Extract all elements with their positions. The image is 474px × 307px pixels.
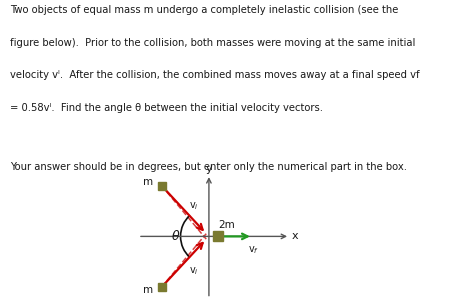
Text: Your answer should be in degrees, but enter only the numerical part in the box.: Your answer should be in degrees, but en… [10, 162, 408, 172]
Text: x: x [292, 231, 298, 241]
Text: m: m [144, 177, 154, 187]
Text: v$_i$: v$_i$ [189, 265, 199, 277]
Text: Two objects of equal mass m undergo a completely inelastic collision (see the: Two objects of equal mass m undergo a co… [10, 5, 399, 15]
Text: figure below).  Prior to the collision, both masses were moving at the same init: figure below). Prior to the collision, b… [10, 38, 416, 48]
Text: 2m: 2m [219, 220, 235, 230]
Text: velocity vᴵ.  After the collision, the combined mass moves away at a final speed: velocity vᴵ. After the collision, the co… [10, 71, 420, 80]
Text: m: m [144, 286, 154, 295]
Text: θ: θ [171, 230, 179, 243]
Text: v$_f$: v$_f$ [248, 244, 259, 256]
Text: = 0.58vᴵ.  Find the angle θ between the initial velocity vectors.: = 0.58vᴵ. Find the angle θ between the i… [10, 103, 323, 113]
Text: v$_i$: v$_i$ [189, 200, 199, 212]
Text: y: y [206, 164, 212, 173]
